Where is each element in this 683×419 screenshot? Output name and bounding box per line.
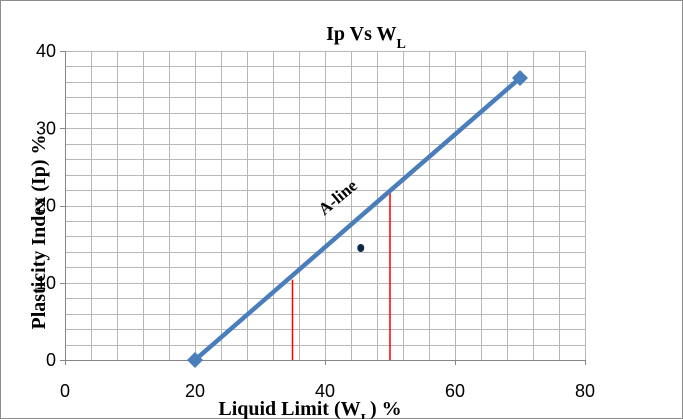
x-tick-label: 0 [60, 381, 70, 401]
axes [60, 51, 586, 365]
reference-lines [291, 190, 391, 360]
a-line-marker [187, 352, 203, 368]
x-tick-label: 40 [315, 381, 335, 401]
chart-title: Ip Vs WL [326, 23, 406, 52]
y-tick-label: 0 [46, 350, 56, 370]
y-tick-label: 30 [36, 118, 56, 138]
y-tick-label: 40 [36, 41, 56, 61]
a-line-marker [512, 70, 528, 87]
series [187, 70, 528, 368]
x-tick-label: 80 [575, 381, 595, 401]
a-line [192, 75, 523, 363]
y-axis-title: Plasticity Index (Ip) % [28, 135, 50, 330]
x-tick-label: 60 [445, 381, 465, 401]
sample-point [357, 243, 365, 252]
y-tick-label: 20 [36, 196, 56, 216]
x-tick-label: 20 [185, 381, 205, 401]
x-axis-title: Liquid Limit (WL) % [218, 398, 401, 419]
grid [65, 51, 586, 360]
y-tick-label: 10 [36, 273, 56, 293]
